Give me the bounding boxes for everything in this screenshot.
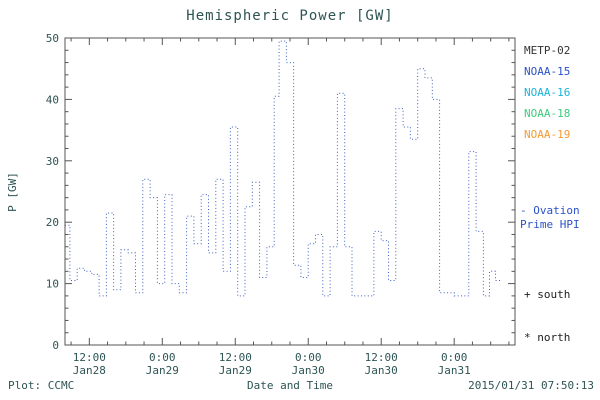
x-tick-date: Jan29 bbox=[146, 364, 179, 377]
x-tick-date: Jan30 bbox=[292, 364, 325, 377]
legend-item-noaa-19: NOAA-19 bbox=[524, 128, 571, 141]
x-tick-time: 12:00 bbox=[219, 351, 252, 364]
y-tick-label: 40 bbox=[46, 93, 59, 106]
x-tick-date: Jan30 bbox=[365, 364, 398, 377]
y-tick-label: 20 bbox=[46, 216, 59, 229]
x-tick-date: Jan29 bbox=[219, 364, 252, 377]
legend-ovation-line1: - Ovation bbox=[520, 204, 580, 217]
legend-ovation-line2: Prime HPI bbox=[520, 218, 580, 231]
y-tick-label: 10 bbox=[46, 278, 59, 291]
x-tick-time: 0:00 bbox=[149, 351, 176, 364]
x-tick-time: 0:00 bbox=[441, 351, 468, 364]
y-tick-label: 50 bbox=[46, 32, 59, 45]
legend-south-marker: + south bbox=[524, 288, 571, 301]
legend-item-metp-02: METP-02 bbox=[524, 44, 571, 57]
legend-north-marker: * north bbox=[524, 331, 571, 344]
legend-ovation-label: - Ovation Prime HPI bbox=[520, 204, 580, 232]
timestamp: 2015/01/31 07:50:13 bbox=[468, 379, 594, 392]
y-tick-label: 30 bbox=[46, 155, 59, 168]
x-tick-date: Jan28 bbox=[73, 364, 106, 377]
legend-item-noaa-15: NOAA-15 bbox=[524, 65, 571, 78]
legend-item-noaa-16: NOAA-16 bbox=[524, 86, 571, 99]
x-tick-time: 0:00 bbox=[295, 351, 322, 364]
y-tick-label: 0 bbox=[52, 339, 59, 352]
hpi-series-line bbox=[65, 40, 502, 297]
legend-item-noaa-18: NOAA-18 bbox=[524, 107, 571, 120]
chart-title: Hemispheric Power [GW] bbox=[186, 8, 394, 24]
x-tick-time: 12:00 bbox=[365, 351, 398, 364]
x-tick-date: Jan31 bbox=[438, 364, 471, 377]
x-axis-label: Date and Time bbox=[246, 379, 334, 392]
legend-satellites: METP-02 NOAA-15 NOAA-16 NOAA-18 NOAA-19 bbox=[524, 44, 570, 149]
x-tick-time: 12:00 bbox=[73, 351, 106, 364]
plot-credit: Plot: CCMC bbox=[8, 379, 75, 392]
legend: METP-02 NOAA-15 NOAA-16 NOAA-18 NOAA-19 - Ov… bbox=[520, 0, 598, 400]
